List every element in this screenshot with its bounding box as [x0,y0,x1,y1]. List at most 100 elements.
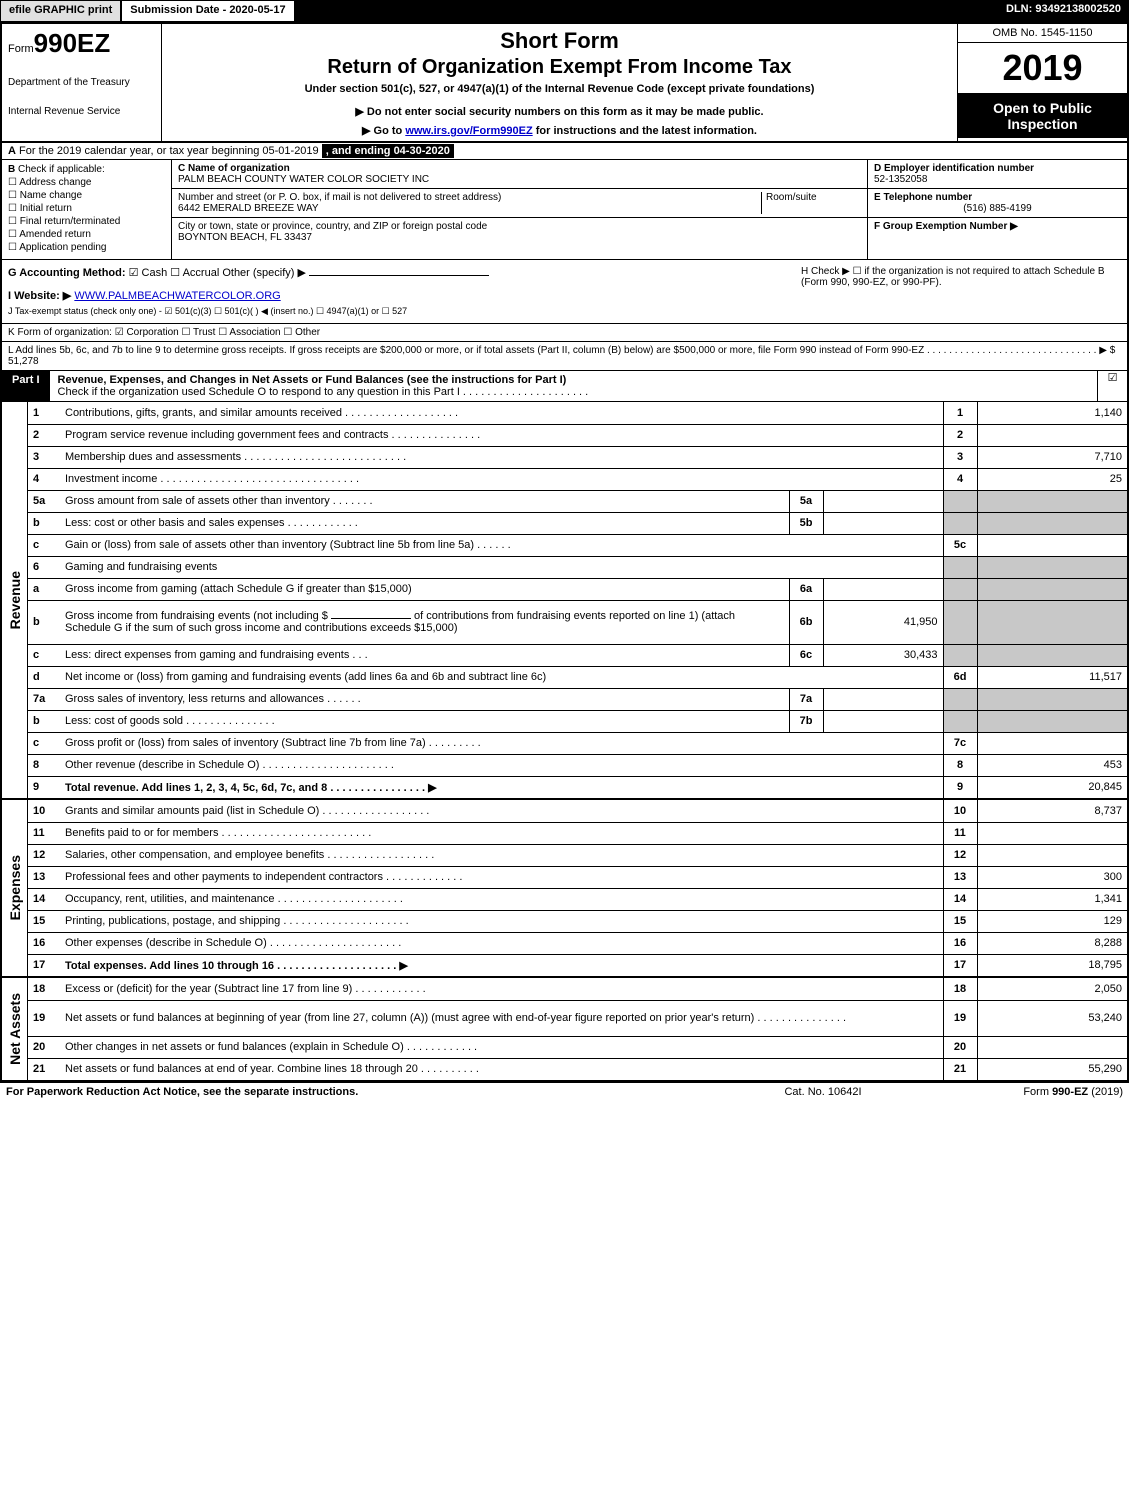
line-6-num: 6 [28,556,60,578]
line-18-col: 18 [943,978,977,1000]
line-16-num: 16 [28,932,60,954]
revenue-label: Revenue [5,567,25,633]
line-5a-subamt [823,490,943,512]
line-18-num: 18 [28,978,60,1000]
line-7b: b Less: cost of goods sold . . . . . . .… [28,710,1127,732]
open-line2: Inspection [960,116,1125,132]
line-17-amt: 18,795 [977,954,1127,976]
line-2-col: 2 [943,424,977,446]
block-b: B Check if applicable: ☐ Address change … [2,160,1127,260]
line-6: 6 Gaming and fundraising events [28,556,1127,578]
line-14-num: 14 [28,888,60,910]
line-7a-subamt [823,688,943,710]
line-7b-subamt [823,710,943,732]
line-6a-desc: Gross income from gaming (attach Schedul… [60,578,789,600]
efile-print-button[interactable]: efile GRAPHIC print [0,0,121,22]
line-3-amt: 7,710 [977,446,1127,468]
line-20-amt [977,1036,1127,1058]
line-19-num: 19 [28,1000,60,1036]
line-1-desc: Contributions, gifts, grants, and simila… [65,407,342,419]
irs-link[interactable]: www.irs.gov/Form990EZ [405,125,532,137]
line-6b-desc: Gross income from fundraising events (no… [60,600,789,644]
line-4-amt: 25 [977,468,1127,490]
line-9-num: 9 [28,776,60,798]
line-13-num: 13 [28,866,60,888]
line-7c-amt [977,732,1127,754]
block-b-mid: C Name of organization PALM BEACH COUNTY… [172,160,867,259]
row-a: A For the 2019 calendar year, or tax yea… [2,143,1127,160]
form-container: Form990EZ Department of the Treasury Int… [0,22,1129,1083]
line-8-num: 8 [28,754,60,776]
city-value: BOYNTON BEACH, FL 33437 [178,232,312,243]
line-8: 8 Other revenue (describe in Schedule O)… [28,754,1127,776]
chk-initial-return[interactable]: ☐ Initial return [8,203,165,214]
line-2-amt [977,424,1127,446]
dept-treasury: Department of the Treasury [8,77,155,88]
goto-pre: ▶ Go to [362,125,405,137]
chk-address-change[interactable]: ☐ Address change [8,177,165,188]
line-6b: b Gross income from fundraising events (… [28,600,1127,644]
line-6-shade [943,556,977,578]
line-7b-shade [943,710,977,732]
street-label: Number and street (or P. O. box, if mail… [178,192,501,203]
netassets-table: 18 Excess or (deficit) for the year (Sub… [28,978,1127,1080]
line-11-col: 11 [943,822,977,844]
line-20: 20 Other changes in net assets or fund b… [28,1036,1127,1058]
chk-pending[interactable]: ☐ Application pending [8,242,165,253]
ein-value: 52-1352058 [874,174,927,185]
line-6d-col: 6d [943,666,977,688]
line-19-amt: 53,240 [977,1000,1127,1036]
line-14: 14 Occupancy, rent, utilities, and maint… [28,888,1127,910]
part1-checkbox[interactable]: ☑ [1097,371,1127,401]
room-label: Room/suite [766,192,817,203]
row-h: H Check ▶ ☐ if the organization is not r… [801,266,1121,317]
line-3: 3 Membership dues and assessments . . . … [28,446,1127,468]
line-17-col: 17 [943,954,977,976]
form-prefix: Form [8,43,34,55]
line-5b-shade-amt [977,512,1127,534]
open-to-public: Open to Public Inspection [958,94,1127,138]
line-5a-sub: 5a [789,490,823,512]
line-5a-shade-amt [977,490,1127,512]
omb-number: OMB No. 1545-1150 [958,24,1127,43]
chk-amended-label: Amended return [19,229,91,240]
row-j: J Tax-exempt status (check only one) - ☑… [8,306,801,317]
line-6c-shade-amt [977,644,1127,666]
line-12-amt [977,844,1127,866]
line-14-desc: Occupancy, rent, utilities, and maintena… [65,893,275,905]
phone-cell: E Telephone number (516) 885-4199 [868,189,1127,218]
line-1-num: 1 [28,402,60,424]
line-12-desc: Salaries, other compensation, and employ… [65,849,324,861]
line-2-num: 2 [28,424,60,446]
line-6-shade-amt [977,556,1127,578]
submission-date: Submission Date - 2020-05-17 [121,0,294,22]
line-6c-desc: Less: direct expenses from gaming and fu… [65,649,349,661]
website-link[interactable]: WWW.PALMBEACHWATERCOLOR.ORG [74,290,280,302]
org-name: PALM BEACH COUNTY WATER COLOR SOCIETY IN… [178,174,429,185]
line-15-amt: 129 [977,910,1127,932]
line-15-num: 15 [28,910,60,932]
line-6d-desc: Net income or (loss) from gaming and fun… [60,666,943,688]
line-5b-shade [943,512,977,534]
line-15-col: 15 [943,910,977,932]
line-16-col: 16 [943,932,977,954]
line-7b-num: b [28,710,60,732]
form-header: Form990EZ Department of the Treasury Int… [2,24,1127,143]
line-20-num: 20 [28,1036,60,1058]
line-8-col: 8 [943,754,977,776]
line-6c-subamt: 30,433 [823,644,943,666]
part1-check-line: Check if the organization used Schedule … [58,386,589,398]
header-left: Form990EZ Department of the Treasury Int… [2,24,162,141]
chk-amended[interactable]: ☐ Amended return [8,229,165,240]
line-7a-desc: Gross sales of inventory, less returns a… [65,693,324,705]
netassets-label: Net Assets [5,989,25,1069]
line-10-col: 10 [943,800,977,822]
g-other-line [309,275,489,276]
expenses-label: Expenses [5,851,25,924]
line-10: 10 Grants and similar amounts paid (list… [28,800,1127,822]
chk-name-change[interactable]: ☐ Name change [8,190,165,201]
chk-name-change-label: Name change [20,190,82,201]
line-5a-desc: Gross amount from sale of assets other t… [65,495,330,507]
chk-final-return[interactable]: ☐ Final return/terminated [8,216,165,227]
line-17-num: 17 [28,954,60,976]
